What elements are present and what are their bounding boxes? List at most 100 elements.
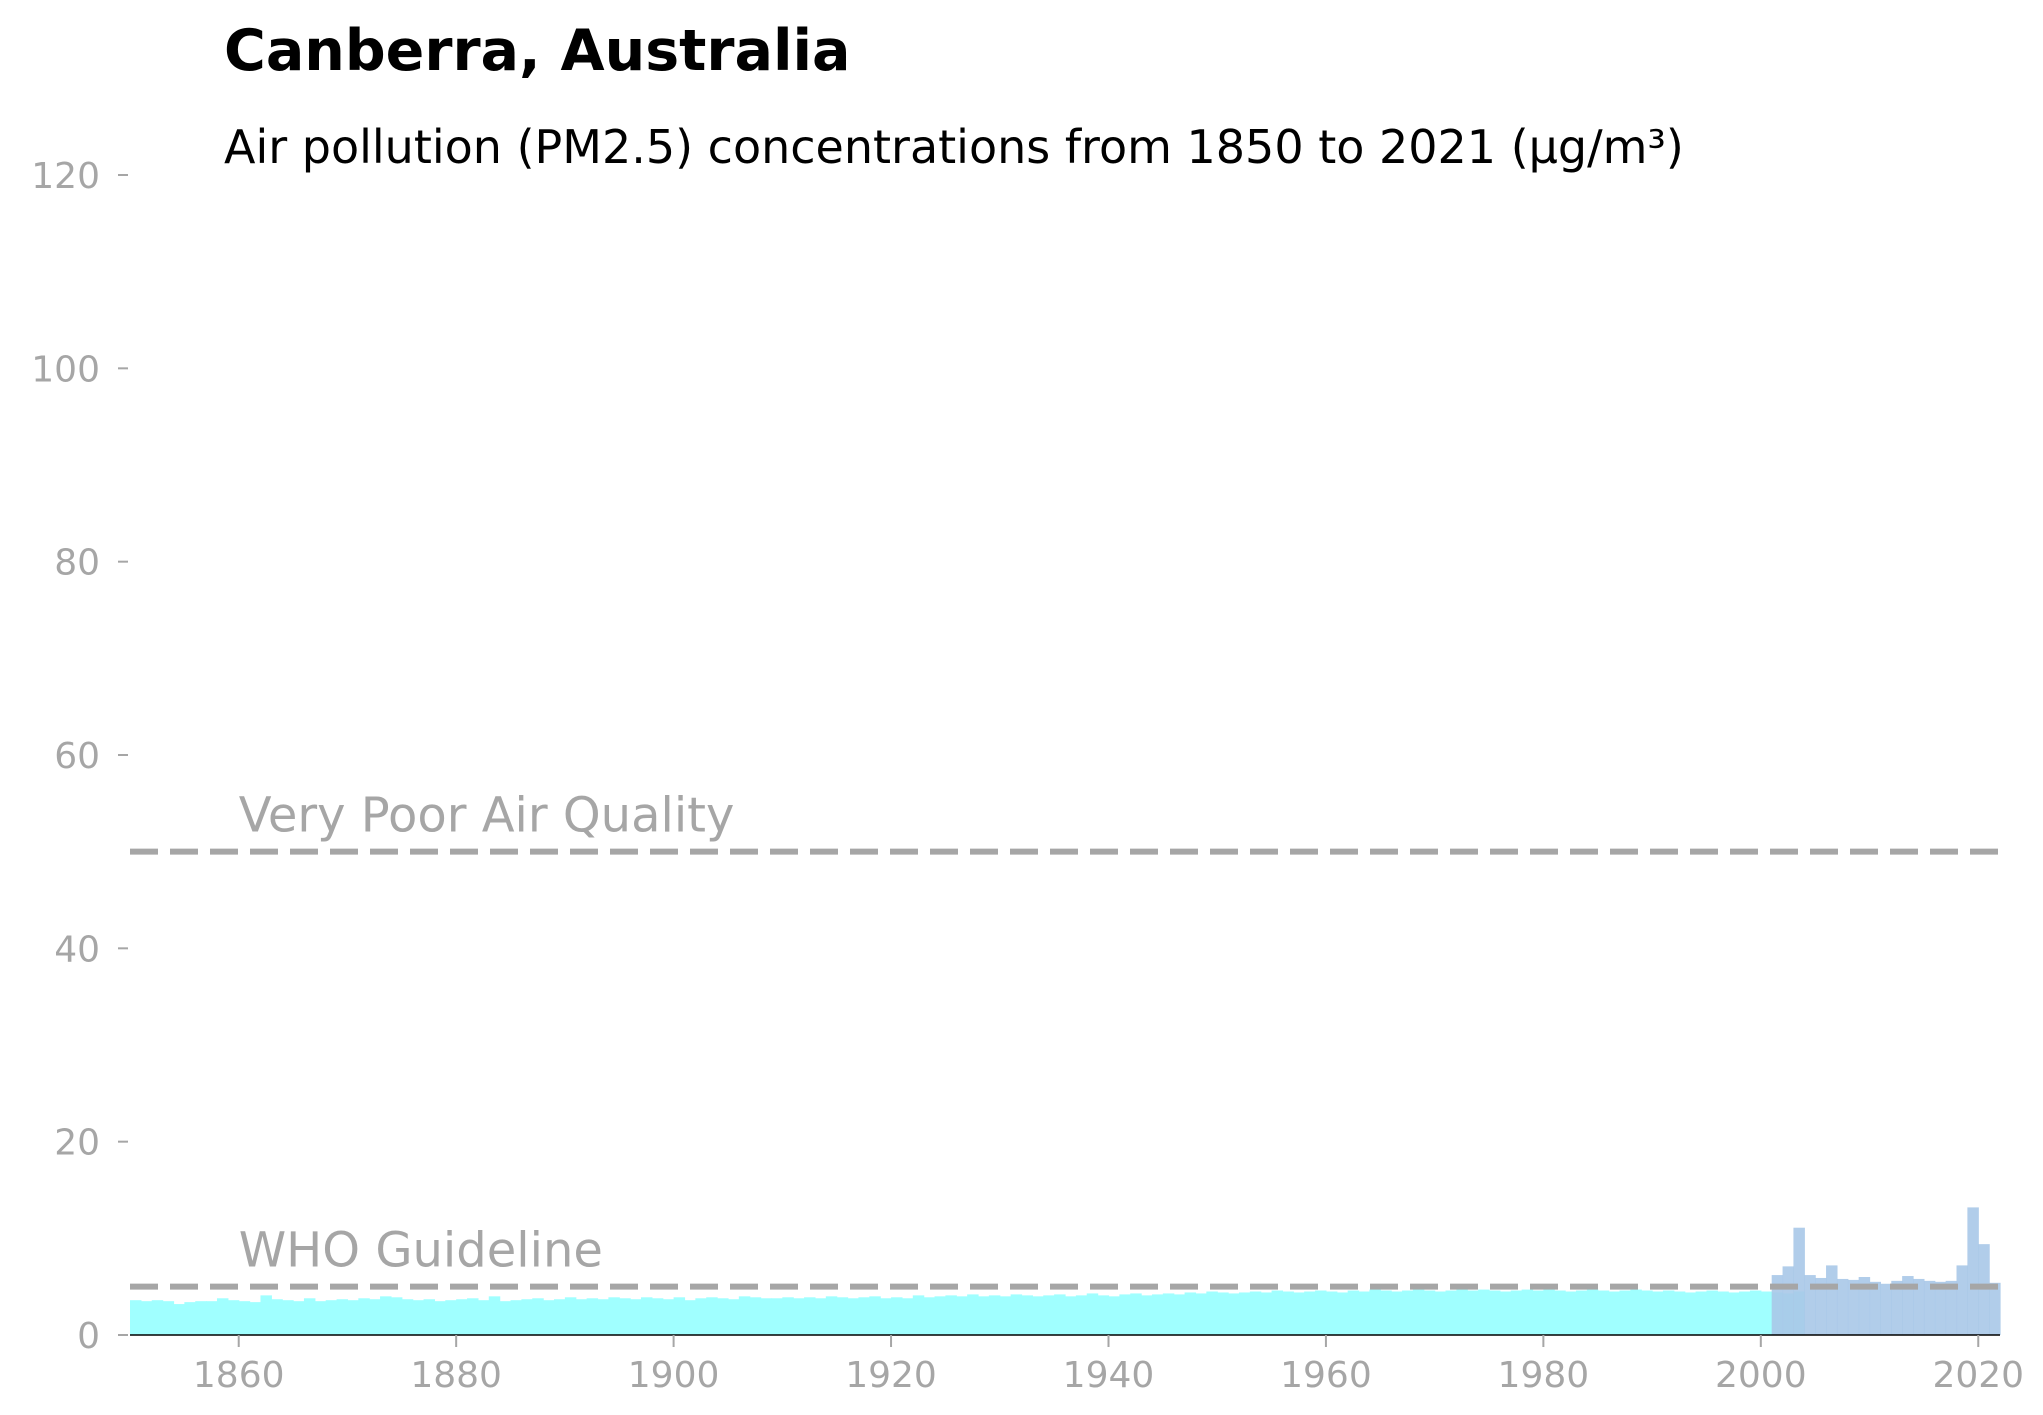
modeled-bar-1997 bbox=[1728, 1292, 1740, 1335]
modeled-bar-1996 bbox=[1717, 1291, 1729, 1335]
modeled-bar-1963 bbox=[1358, 1291, 1371, 1335]
modeled-bar-1934 bbox=[1043, 1295, 1055, 1335]
modeled-bar-1888 bbox=[543, 1300, 555, 1335]
modeled-bar-1918 bbox=[869, 1296, 881, 1335]
reference-lines: Very Poor Air Quality WHO Guideline bbox=[130, 788, 2000, 1290]
modeled-bar-1871 bbox=[358, 1298, 370, 1335]
measured-bar-2012 bbox=[1891, 1280, 1903, 1335]
modeled-bar-1850 bbox=[130, 1300, 142, 1335]
modeled-bar-1874 bbox=[390, 1297, 403, 1335]
modeled-bar-1875 bbox=[401, 1299, 414, 1335]
modeled-bar-1983 bbox=[1575, 1290, 1588, 1335]
modeled-bar-1858 bbox=[216, 1298, 229, 1335]
modeled-bar-1893 bbox=[597, 1299, 609, 1335]
modeled-bar-1869 bbox=[336, 1299, 349, 1335]
modeled-bar-1988 bbox=[1630, 1289, 1642, 1335]
modeled-bar-1914 bbox=[825, 1296, 838, 1335]
modeled-bar-1911 bbox=[793, 1298, 805, 1335]
modeled-bar-1978 bbox=[1521, 1289, 1534, 1335]
modeled-bar-1986 bbox=[1608, 1291, 1621, 1335]
modeled-bar-1878 bbox=[434, 1301, 446, 1335]
modeled-bar-1867 bbox=[314, 1301, 327, 1335]
modeled-bar-1886 bbox=[521, 1299, 533, 1335]
modeled-bar-1966 bbox=[1391, 1291, 1403, 1335]
modeled-bar-1992 bbox=[1673, 1291, 1686, 1335]
modeled-bar-1961 bbox=[1336, 1292, 1349, 1335]
modeled-bar-1981 bbox=[1554, 1290, 1566, 1335]
modeled-bar-1998 bbox=[1739, 1291, 1751, 1335]
modeled-bar-1967 bbox=[1402, 1290, 1414, 1335]
modeled-bar-1876 bbox=[412, 1300, 425, 1335]
modeled-bar-1884 bbox=[499, 1301, 512, 1335]
modeled-bar-1970 bbox=[1434, 1291, 1447, 1335]
modeled-bar-1949 bbox=[1206, 1291, 1218, 1335]
modeled-bar-1943 bbox=[1141, 1295, 1153, 1335]
modeled-bar-1861 bbox=[249, 1302, 262, 1335]
modeled-bar-1926 bbox=[956, 1296, 968, 1335]
modeled-bar-1864 bbox=[282, 1300, 294, 1335]
modeled-bar-1930 bbox=[999, 1296, 1012, 1335]
modeled-bar-1972 bbox=[1456, 1289, 1468, 1335]
modeled-bar-1897 bbox=[640, 1297, 653, 1335]
y-tick-label-120: 120 bbox=[31, 156, 100, 197]
modeled-bar-1895 bbox=[619, 1298, 631, 1335]
measured-bar-2018 bbox=[1956, 1265, 1968, 1335]
modeled-bar-1945 bbox=[1162, 1293, 1175, 1335]
modeled-bar-1889 bbox=[554, 1299, 566, 1335]
modeled-bars bbox=[130, 1289, 1805, 1335]
modeled-bar-1887 bbox=[532, 1298, 544, 1335]
modeled-bar-1883 bbox=[488, 1296, 501, 1335]
modeled-bar-1974 bbox=[1478, 1289, 1490, 1335]
modeled-bar-1854 bbox=[173, 1304, 185, 1335]
x-tick-label-1880: 1880 bbox=[410, 1355, 502, 1396]
modeled-bar-1953 bbox=[1249, 1291, 1262, 1335]
modeled-bar-1852 bbox=[151, 1300, 164, 1335]
modeled-bar-1857 bbox=[206, 1301, 218, 1335]
modeled-bar-1987 bbox=[1619, 1290, 1631, 1335]
x-tick-label-1900: 1900 bbox=[628, 1355, 720, 1396]
modeled-bar-1879 bbox=[445, 1300, 457, 1335]
modeled-bar-2000 bbox=[1760, 1291, 1773, 1335]
modeled-bar-1991 bbox=[1662, 1290, 1675, 1335]
measured-bar-2005 bbox=[1815, 1277, 1827, 1335]
modeled-bar-1935 bbox=[1054, 1294, 1066, 1335]
modeled-bar-1910 bbox=[782, 1297, 794, 1335]
measured-bar-2006 bbox=[1826, 1265, 1838, 1335]
modeled-bar-1891 bbox=[575, 1299, 588, 1335]
modeled-bar-1928 bbox=[978, 1296, 990, 1335]
modeled-bar-1937 bbox=[1075, 1295, 1088, 1335]
modeled-bar-1942 bbox=[1130, 1293, 1142, 1335]
measured-bar-2016 bbox=[1934, 1281, 1947, 1335]
measured-bar-2011 bbox=[1880, 1283, 1892, 1335]
modeled-bar-1905 bbox=[727, 1299, 740, 1335]
modeled-bar-1919 bbox=[880, 1298, 892, 1335]
y-tick-label-40: 40 bbox=[54, 929, 100, 970]
measured-bar-2008 bbox=[1847, 1279, 1860, 1335]
modeled-bar-1903 bbox=[706, 1297, 718, 1335]
y-tick-label-80: 80 bbox=[54, 543, 100, 584]
modeled-bar-1954 bbox=[1260, 1292, 1273, 1335]
modeled-bar-1952 bbox=[1238, 1292, 1251, 1335]
modeled-bar-1908 bbox=[760, 1298, 773, 1335]
modeled-bar-1973 bbox=[1467, 1290, 1479, 1335]
modeled-bar-1863 bbox=[271, 1299, 283, 1335]
modeled-bar-1922 bbox=[912, 1295, 925, 1335]
modeled-bar-1985 bbox=[1597, 1290, 1610, 1335]
modeled-bar-1892 bbox=[586, 1298, 599, 1335]
measured-bar-2014 bbox=[1913, 1278, 1925, 1335]
modeled-bar-1927 bbox=[967, 1294, 979, 1335]
modeled-bar-1862 bbox=[260, 1295, 272, 1335]
modeled-bar-1885 bbox=[510, 1300, 522, 1335]
chart-title: Canberra, Australia bbox=[224, 18, 851, 84]
modeled-bar-1960 bbox=[1325, 1291, 1338, 1335]
measured-bar-2019 bbox=[1967, 1207, 1979, 1335]
x-tick-label-1860: 1860 bbox=[193, 1355, 285, 1396]
modeled-bar-1851 bbox=[140, 1301, 153, 1335]
measured-bar-2009 bbox=[1858, 1277, 1871, 1335]
modeled-bar-1975 bbox=[1489, 1290, 1501, 1335]
modeled-bar-1938 bbox=[1086, 1293, 1099, 1335]
modeled-bar-1853 bbox=[162, 1301, 175, 1335]
reference-label-0: Very Poor Air Quality bbox=[239, 788, 735, 844]
modeled-bar-1924 bbox=[934, 1296, 947, 1335]
